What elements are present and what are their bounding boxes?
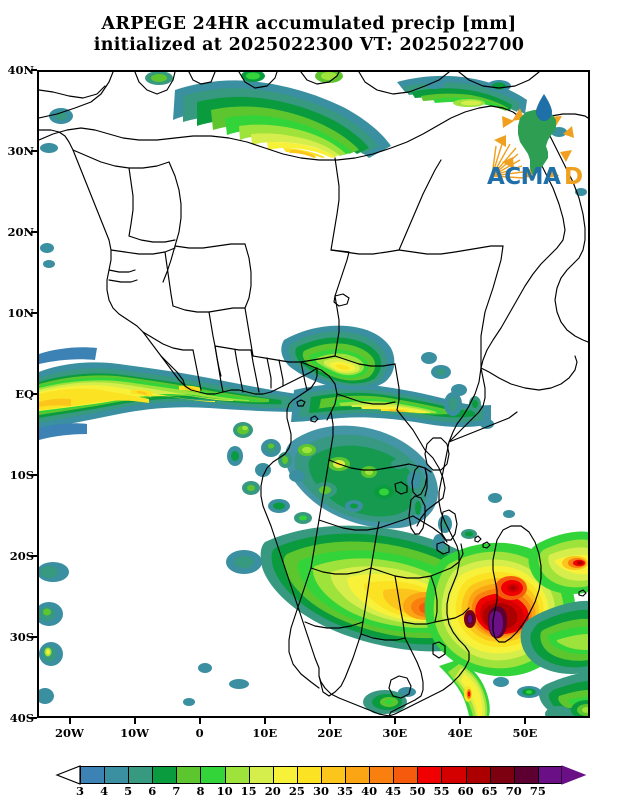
- colorbar-tick-label: 20: [264, 784, 281, 798]
- acmad-logo: ACMA D: [486, 88, 590, 190]
- title-line-2: initialized at 2025022300 VT: 2025022700: [93, 35, 525, 55]
- y-axis-tick: [31, 555, 37, 557]
- colorbar-swatch: [465, 766, 490, 784]
- y-axis-label: 10N: [7, 306, 34, 320]
- colorbar-tick-labels: 3 4 5 6 7 8 10 15 20 25 30 35 40 45 50 55 60 65 70 75: [0, 784, 618, 800]
- svg-text:D: D: [564, 164, 583, 190]
- y-axis-label: 10S: [9, 468, 34, 482]
- x-axis-label: 40E: [447, 726, 473, 740]
- colorbar-tick-label: 8: [196, 784, 205, 798]
- colorbar-swatch: [104, 766, 129, 784]
- colorbar-tick-label: 10: [216, 784, 233, 798]
- logo-wordmark: ACMA D: [487, 164, 583, 190]
- map-plot-frame: [37, 70, 590, 718]
- colorbar-swatch: [80, 766, 105, 784]
- logo-water-drop: [536, 94, 552, 121]
- y-axis-tick: [31, 717, 37, 719]
- colorbar-tick-label: 65: [481, 784, 498, 798]
- colorbar-tick-label: 15: [240, 784, 257, 798]
- y-axis-tick: [31, 150, 37, 152]
- y-axis-label: EQ: [15, 387, 34, 401]
- colorbar-tick-label: 35: [337, 784, 354, 798]
- colorbar-swatch: [224, 766, 249, 784]
- precipitation-field: [39, 72, 588, 716]
- colorbar-swatch: [393, 766, 418, 784]
- x-axis-tick: [458, 718, 461, 724]
- x-axis-label: 20W: [55, 726, 84, 740]
- y-axis-tick: [31, 231, 37, 233]
- colorbar-swatch: [248, 766, 273, 784]
- colorbar-tick-label: 5: [124, 784, 133, 798]
- x-axis-label: 10E: [252, 726, 278, 740]
- colorbar-swatch: [369, 766, 394, 784]
- x-axis: 20W 10W 0 10E 20E 30E 40E 50E: [0, 726, 618, 746]
- colorbar-tick-label: 75: [529, 784, 546, 798]
- colorbar-swatch: [152, 766, 177, 784]
- page-title: ARPEGE 24HR accumulated precip [mm] init…: [0, 14, 618, 56]
- y-axis-label: 20N: [7, 225, 34, 239]
- colorbar-swatch: [320, 766, 346, 784]
- y-axis-tick: [31, 312, 37, 314]
- x-axis-tick: [523, 718, 526, 724]
- logo-fan: [491, 143, 525, 179]
- colorbar-tick-label: 50: [409, 784, 426, 798]
- y-axis-label: 20S: [9, 549, 34, 563]
- x-axis-label: 10W: [120, 726, 150, 740]
- colorbar-tick-label: 45: [385, 784, 402, 798]
- x-axis-label: 20E: [317, 726, 343, 740]
- y-axis-tick: [31, 474, 37, 476]
- x-axis-tick: [328, 718, 331, 724]
- x-axis-tick: [68, 718, 71, 724]
- colorbar-tick-label: 6: [148, 784, 157, 798]
- colorbar-tick-label: 30: [312, 784, 330, 798]
- colorbar-swatch: [296, 766, 321, 784]
- colorbar-under-arrow: [55, 765, 81, 785]
- x-axis-label: 30E: [382, 726, 408, 740]
- y-axis-label: 40S: [9, 711, 34, 725]
- y-axis-tick: [31, 69, 37, 71]
- y-axis-tick: [31, 393, 37, 395]
- colorbar-swatch: [489, 766, 514, 784]
- colorbar-swatch: [537, 766, 562, 784]
- x-axis-label: 50E: [512, 726, 538, 740]
- colorbar-tick-label: 25: [288, 784, 305, 798]
- colorbar-swatch: [513, 766, 538, 784]
- y-axis-tick: [31, 636, 37, 638]
- svg-text:ACMA: ACMA: [487, 164, 561, 190]
- colorbar-swatch: [200, 766, 225, 784]
- colorbar-swatch: [345, 766, 370, 784]
- x-axis-tick: [133, 718, 136, 724]
- x-axis-tick: [263, 718, 266, 724]
- colorbar-tick-label: 4: [100, 784, 109, 798]
- colorbar-swatch: [441, 766, 466, 784]
- colorbar-swatch: [272, 766, 297, 784]
- colorbar-swatch: [128, 766, 153, 784]
- title-line-1: ARPEGE 24HR accumulated precip [mm]: [101, 14, 517, 34]
- y-axis-label: 40N: [7, 63, 34, 77]
- logo-africa-shape: [518, 110, 556, 174]
- colorbar-swatches: [80, 766, 562, 784]
- x-axis-tick: [198, 718, 201, 724]
- colorbar-swatch: [176, 766, 201, 784]
- x-axis-label: 0: [195, 726, 204, 740]
- colorbar: 3 4 5 6 7 8 10 15 20 25 30 35 40 45 50 55 60 65 70 75: [0, 762, 618, 800]
- colorbar-tick-label: 70: [505, 784, 522, 798]
- colorbar-tick-label: 40: [361, 784, 378, 798]
- colorbar-tick-label: 3: [75, 784, 85, 798]
- y-axis-label: 30N: [7, 144, 34, 158]
- x-axis-tick: [393, 718, 396, 724]
- colorbar-tick-label: 7: [172, 784, 181, 798]
- y-axis-label: 30S: [9, 630, 34, 644]
- coastlines-and-borders: [39, 72, 588, 716]
- colorbar-tick-label: 55: [433, 784, 450, 798]
- colorbar-tick-label: 60: [457, 784, 474, 798]
- y-axis: 40N 30N 20N 10N EQ 10S 20S 30S 40S: [0, 0, 34, 800]
- precipitation-map-canvas: [39, 72, 588, 716]
- colorbar-swatch: [417, 766, 442, 784]
